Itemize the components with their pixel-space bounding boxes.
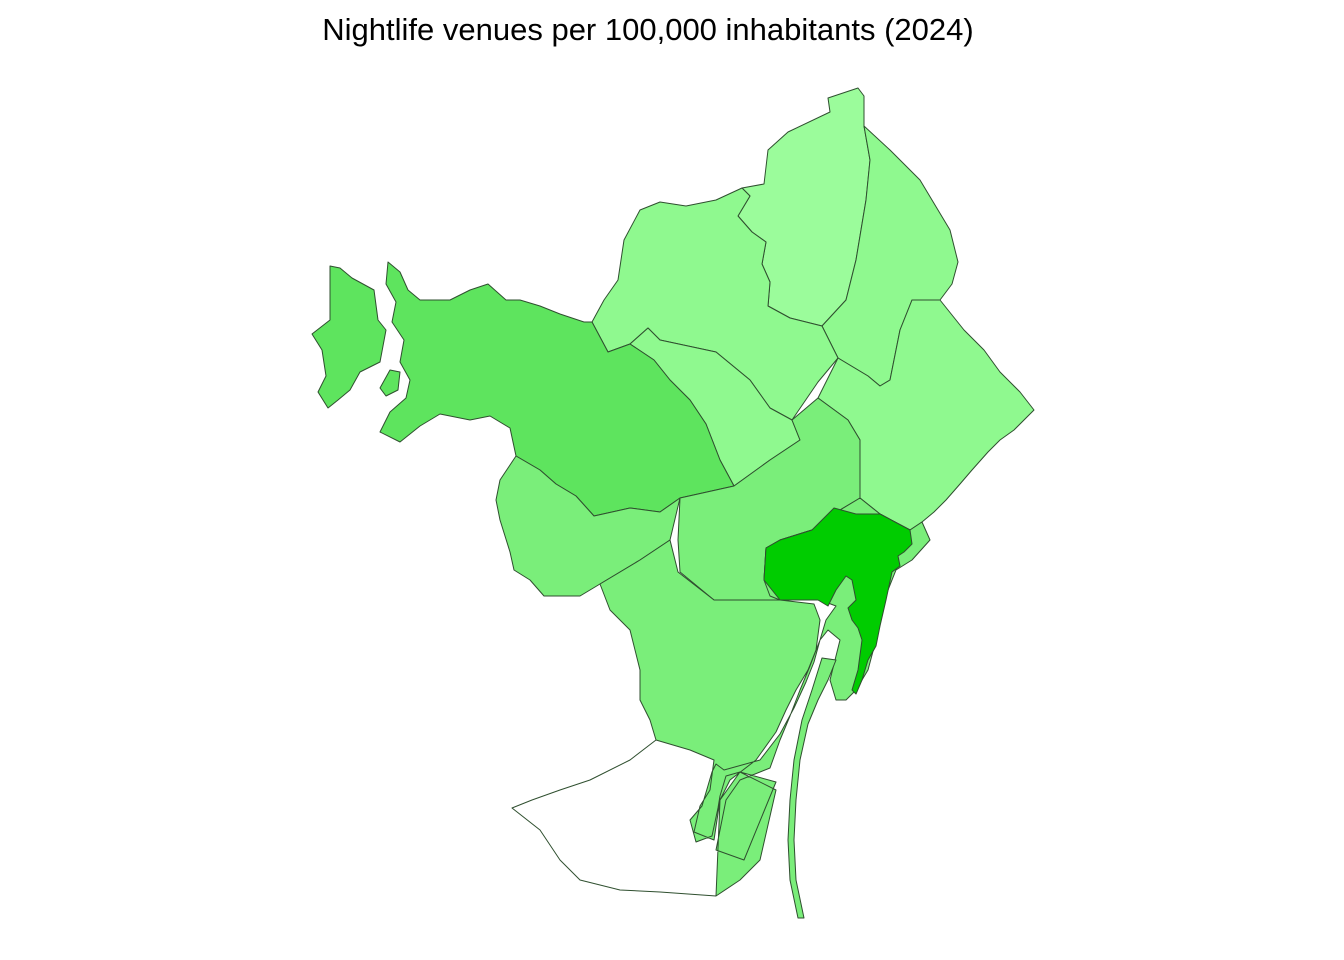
district-d5-island[interactable]: [379, 369, 401, 397]
district-d5-enclave[interactable]: [311, 265, 387, 409]
district-d10-breakwater[interactable]: [787, 657, 837, 919]
map-title: Nightlife venues per 100,000 inhabitants…: [322, 12, 974, 47]
district-d11[interactable]: [763, 507, 913, 695]
